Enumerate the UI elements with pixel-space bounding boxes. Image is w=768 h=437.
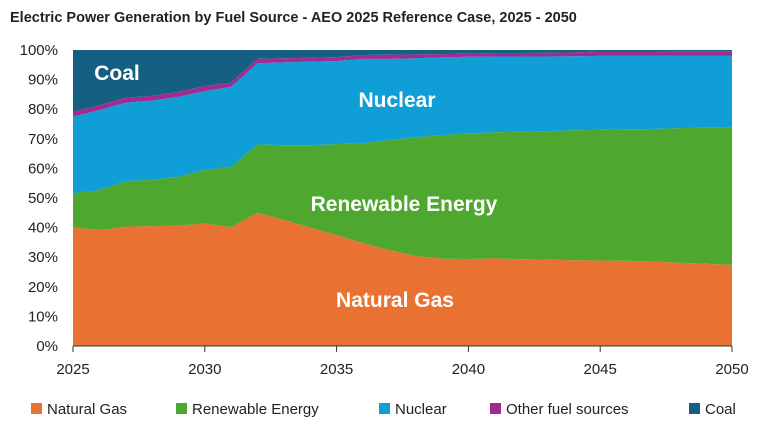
y-tick-label: 40% xyxy=(28,220,58,237)
area-nuclear xyxy=(73,55,732,194)
y-tick-label: 80% xyxy=(28,101,58,118)
area-coal xyxy=(73,50,732,112)
legend-swatch-renewable xyxy=(176,403,187,414)
legend-swatch-natural-gas xyxy=(31,403,42,414)
area-label-nuclear: Nuclear xyxy=(358,89,435,112)
y-tick-label: 10% xyxy=(28,308,58,325)
legend: Natural Gas Renewable Energy Nuclear Oth… xyxy=(31,401,736,418)
y-tick-label: 70% xyxy=(28,131,58,148)
x-tick-label: 2040 xyxy=(452,361,485,378)
x-tick-label: 2050 xyxy=(715,361,748,378)
area-labels: Coal Nuclear Renewable Energy Natural Ga… xyxy=(94,62,497,312)
y-tick-label: 50% xyxy=(28,190,58,207)
x-tick-label: 2025 xyxy=(56,361,89,378)
area-label-natural-gas: Natural Gas xyxy=(336,289,454,312)
legend-label-renewable: Renewable Energy xyxy=(192,401,319,418)
area-renewable-energy xyxy=(73,127,732,265)
area-label-coal: Coal xyxy=(94,62,140,85)
legend-swatch-other xyxy=(490,403,501,414)
x-tick-label: 2045 xyxy=(584,361,617,378)
x-tick-label: 2030 xyxy=(188,361,221,378)
area-label-renewable: Renewable Energy xyxy=(311,193,498,216)
chart-title: Electric Power Generation by Fuel Source… xyxy=(10,10,577,26)
legend-swatch-nuclear xyxy=(379,403,390,414)
y-tick-label: 60% xyxy=(28,160,58,177)
legend-label-nuclear: Nuclear xyxy=(395,401,447,418)
area-natural-gas xyxy=(73,212,732,346)
plot-area xyxy=(73,50,732,346)
y-tick-label: 100% xyxy=(20,42,58,59)
y-tick-label: 30% xyxy=(28,249,58,266)
x-tick-label: 2035 xyxy=(320,361,353,378)
legend-label-other: Other fuel sources xyxy=(506,401,629,418)
legend-label-coal: Coal xyxy=(705,401,736,418)
legend-swatch-coal xyxy=(689,403,700,414)
y-tick-label: 90% xyxy=(28,72,58,89)
y-tick-label: 0% xyxy=(36,338,58,355)
y-tick-label: 20% xyxy=(28,279,58,296)
legend-label-natural-gas: Natural Gas xyxy=(47,401,127,418)
axes: 0% 10% 20% 30% 40% 50% 60% 70% 80% 90% 100% 2025 203… xyxy=(20,42,749,378)
